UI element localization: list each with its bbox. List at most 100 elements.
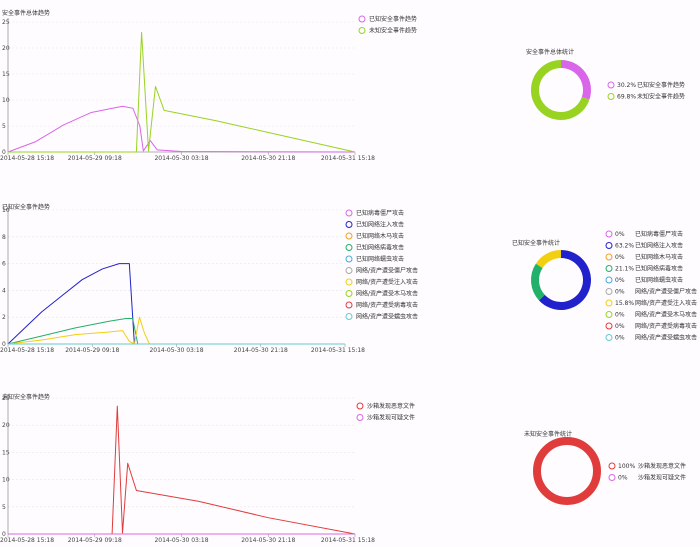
legend-label: 沙箱发现可疑文件: [638, 474, 686, 482]
legend-label: 已知病毒僵尸攻击: [635, 230, 683, 238]
donut-slice[interactable]: [533, 437, 601, 505]
legend-marker[interactable]: [345, 313, 353, 320]
legend-marker[interactable]: [345, 209, 353, 217]
legend-label: 网络/资产遭受僵尸攻击: [356, 267, 418, 275]
legend-label: 已知安全事件趋势: [637, 81, 685, 89]
legend-marker[interactable]: [607, 81, 615, 89]
legend-label: 已知网络注入攻击: [356, 221, 404, 229]
legend-label: 已知网络蠕虫攻击: [356, 255, 404, 263]
donut-slice[interactable]: [535, 250, 562, 269]
legend-marker[interactable]: [605, 265, 613, 272]
legend-marker[interactable]: [605, 334, 613, 341]
legend-marker[interactable]: [607, 93, 615, 100]
legend-percent: 30.2%: [617, 82, 636, 89]
legend-marker[interactable]: [358, 15, 366, 23]
y-tick-label: 0: [2, 531, 6, 538]
legend-label: 未知安全事件趋势: [637, 93, 685, 101]
line-chart-3: 未知安全事件趋势 0 5 10 15 20 25 2014-05-28 15:18 2014-0…: [0, 393, 415, 544]
y-tick-label: 8: [2, 234, 6, 241]
legend-label: 未知安全事件趋势: [369, 27, 417, 35]
legend-marker[interactable]: [356, 414, 364, 421]
y-tick-label: 0: [2, 341, 6, 348]
y-tick-label: 20: [2, 422, 10, 429]
donut-slice[interactable]: [531, 60, 590, 120]
legend-marker[interactable]: [605, 322, 613, 330]
legend-marker[interactable]: [605, 311, 613, 318]
legend-marker[interactable]: [345, 267, 353, 274]
donut-slice[interactable]: [538, 250, 591, 310]
legend-percent: 0%: [615, 323, 625, 330]
legend-percent: 21.1%: [615, 266, 634, 273]
legend-label: 已知网络病毒攻击: [356, 244, 404, 252]
chart-title: 未知安全事件统计: [524, 430, 572, 438]
legend-label: 网络/资产遭受僵尸攻击: [635, 288, 697, 296]
legend-percent: 15.8%: [615, 300, 634, 307]
legend-percent: 0%: [615, 289, 625, 296]
x-tick-label: 2014-05-28 15:18: [0, 155, 54, 162]
legend-marker[interactable]: [345, 232, 353, 240]
legend-percent: 0%: [615, 312, 625, 319]
legend-marker[interactable]: [345, 290, 353, 297]
legend-label: 网络/资产遭受病毒攻击: [635, 322, 697, 330]
donut-chart-3: 未知安全事件统计 100% 沙箱发现恶意文件 0% 沙箱发现可疑文件: [524, 430, 686, 505]
legend-marker[interactable]: [345, 244, 353, 251]
x-tick-label: 2014-05-29 09:18: [68, 155, 122, 162]
legend-marker[interactable]: [358, 27, 366, 34]
x-tick-label: 2014-05-30 21:18: [241, 155, 295, 162]
legend-marker[interactable]: [605, 242, 613, 249]
chart-title: 未知安全事件趋势: [2, 393, 50, 401]
series-line-1: [8, 405, 356, 535]
legend-marker[interactable]: [345, 301, 353, 309]
series-line-4: [7, 318, 345, 345]
legend-percent: 0%: [615, 335, 625, 342]
legend-label: 网络/资产遭受注入攻击: [356, 278, 418, 286]
line-chart-1: 安全事件总体趋势 0 5 10 15 20 25 2014-05-28 15:18 2014-0…: [0, 9, 417, 162]
legend-marker[interactable]: [345, 221, 353, 228]
legend-label: 已知安全事件趋势: [369, 15, 417, 23]
legend-percent: 100%: [618, 463, 635, 470]
legend-marker[interactable]: [605, 299, 613, 307]
chart-title: 安全事件总体统计: [526, 48, 574, 56]
y-tick-label: 2: [2, 314, 6, 321]
legend-marker[interactable]: [605, 276, 613, 284]
legend-marker[interactable]: [345, 278, 353, 286]
legend-marker[interactable]: [605, 253, 613, 261]
legend-percent: 0%: [615, 277, 625, 284]
y-tick-label: 6: [2, 261, 6, 268]
legend-percent: 0%: [618, 475, 628, 482]
legend-marker[interactable]: [605, 230, 613, 238]
x-tick-label: 2014-05-30 03:18: [154, 537, 208, 544]
legend-marker[interactable]: [605, 288, 613, 295]
legend-label: 已知网络病毒攻击: [635, 265, 683, 273]
chart-title: 安全事件总体趋势: [2, 9, 50, 17]
legend-label: 已知网络注入攻击: [635, 242, 683, 250]
legend-label: 网络/资产遭受病毒攻击: [356, 301, 418, 309]
legend-label: 沙箱发现恶意文件: [367, 402, 415, 410]
x-tick-label: 2014-05-31 15:18: [311, 347, 365, 354]
legend-label: 网络/资产遭受蠕虫攻击: [356, 313, 418, 321]
x-tick-label: 2014-05-30 03:18: [154, 155, 208, 162]
legend-marker[interactable]: [608, 462, 616, 470]
legend-marker[interactable]: [608, 474, 616, 481]
legend-label: 网络/资产遭受注入攻击: [635, 299, 697, 307]
legend-percent: 69.8%: [617, 94, 636, 101]
donut-slice[interactable]: [560, 60, 591, 100]
x-tick-label: 2014-05-28 15:18: [0, 537, 54, 544]
donut-slice[interactable]: [531, 263, 546, 301]
y-tick-label: 25: [2, 395, 10, 402]
x-tick-label: 2014-05-29 09:18: [68, 537, 122, 544]
x-tick-label: 2014-05-31 15:18: [321, 155, 375, 162]
y-tick-label: 4: [2, 287, 6, 294]
y-tick-label: 5: [2, 123, 6, 130]
legend-label: 已知病毒僵尸攻击: [356, 209, 404, 217]
x-tick-label: 2014-05-31 15:18: [321, 537, 375, 544]
legend-label: 网络/资产遭受蠕虫攻击: [635, 334, 697, 342]
x-tick-label: 2014-05-29 09:18: [65, 347, 119, 354]
legend-percent: 0%: [615, 231, 625, 238]
series-line-2: [7, 263, 345, 345]
legend-marker[interactable]: [356, 402, 364, 410]
y-tick-label: 5: [2, 504, 6, 511]
legend-marker[interactable]: [345, 255, 353, 263]
y-tick-label: 20: [2, 45, 10, 52]
